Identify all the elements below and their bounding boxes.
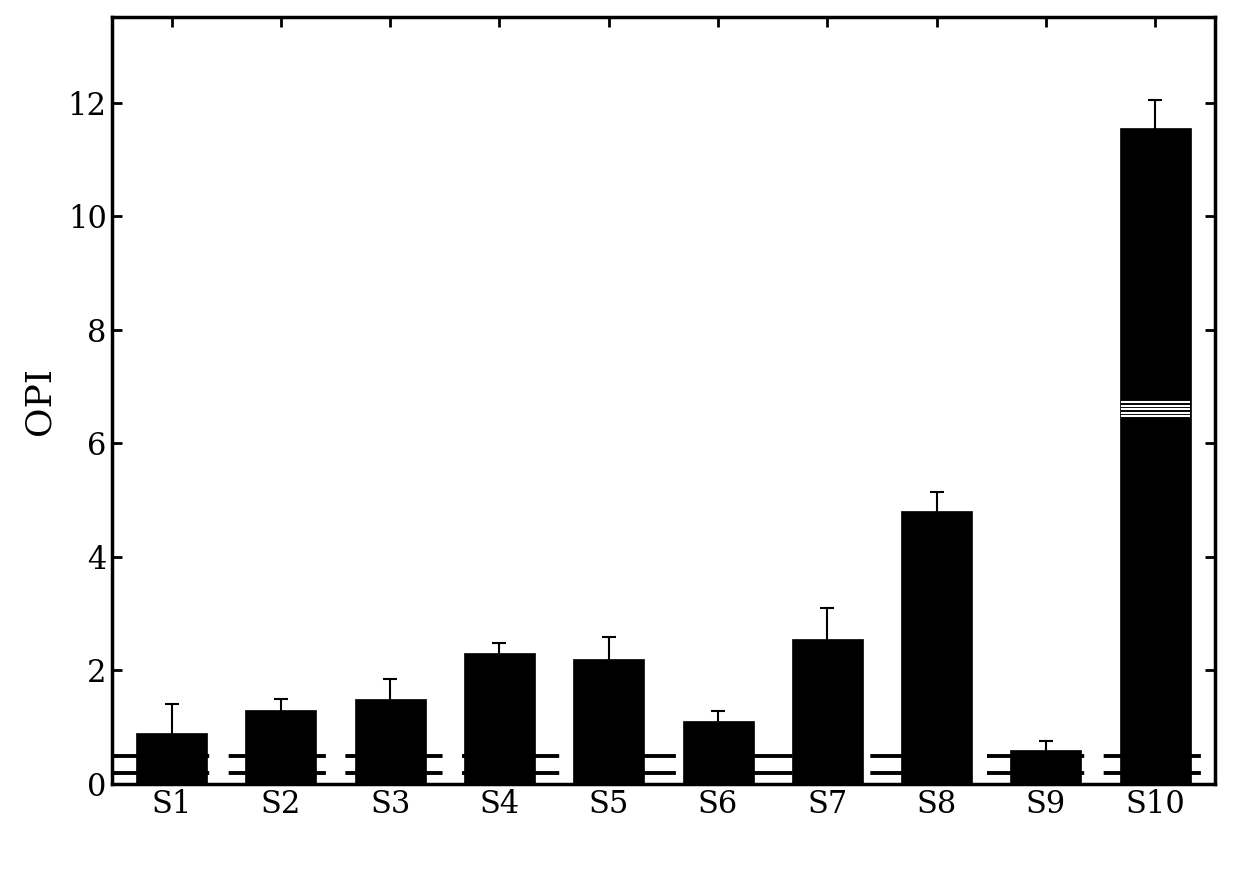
Bar: [355, 699, 425, 784]
Bar: [901, 511, 972, 784]
Y-axis label: OPI: OPI: [22, 367, 57, 435]
Bar: [573, 659, 645, 784]
Bar: [136, 733, 207, 784]
Bar: [1120, 128, 1190, 784]
Bar: [792, 639, 863, 784]
Bar: [246, 710, 316, 784]
Bar: [682, 721, 754, 784]
Bar: [1011, 750, 1081, 784]
Bar: [464, 653, 534, 784]
